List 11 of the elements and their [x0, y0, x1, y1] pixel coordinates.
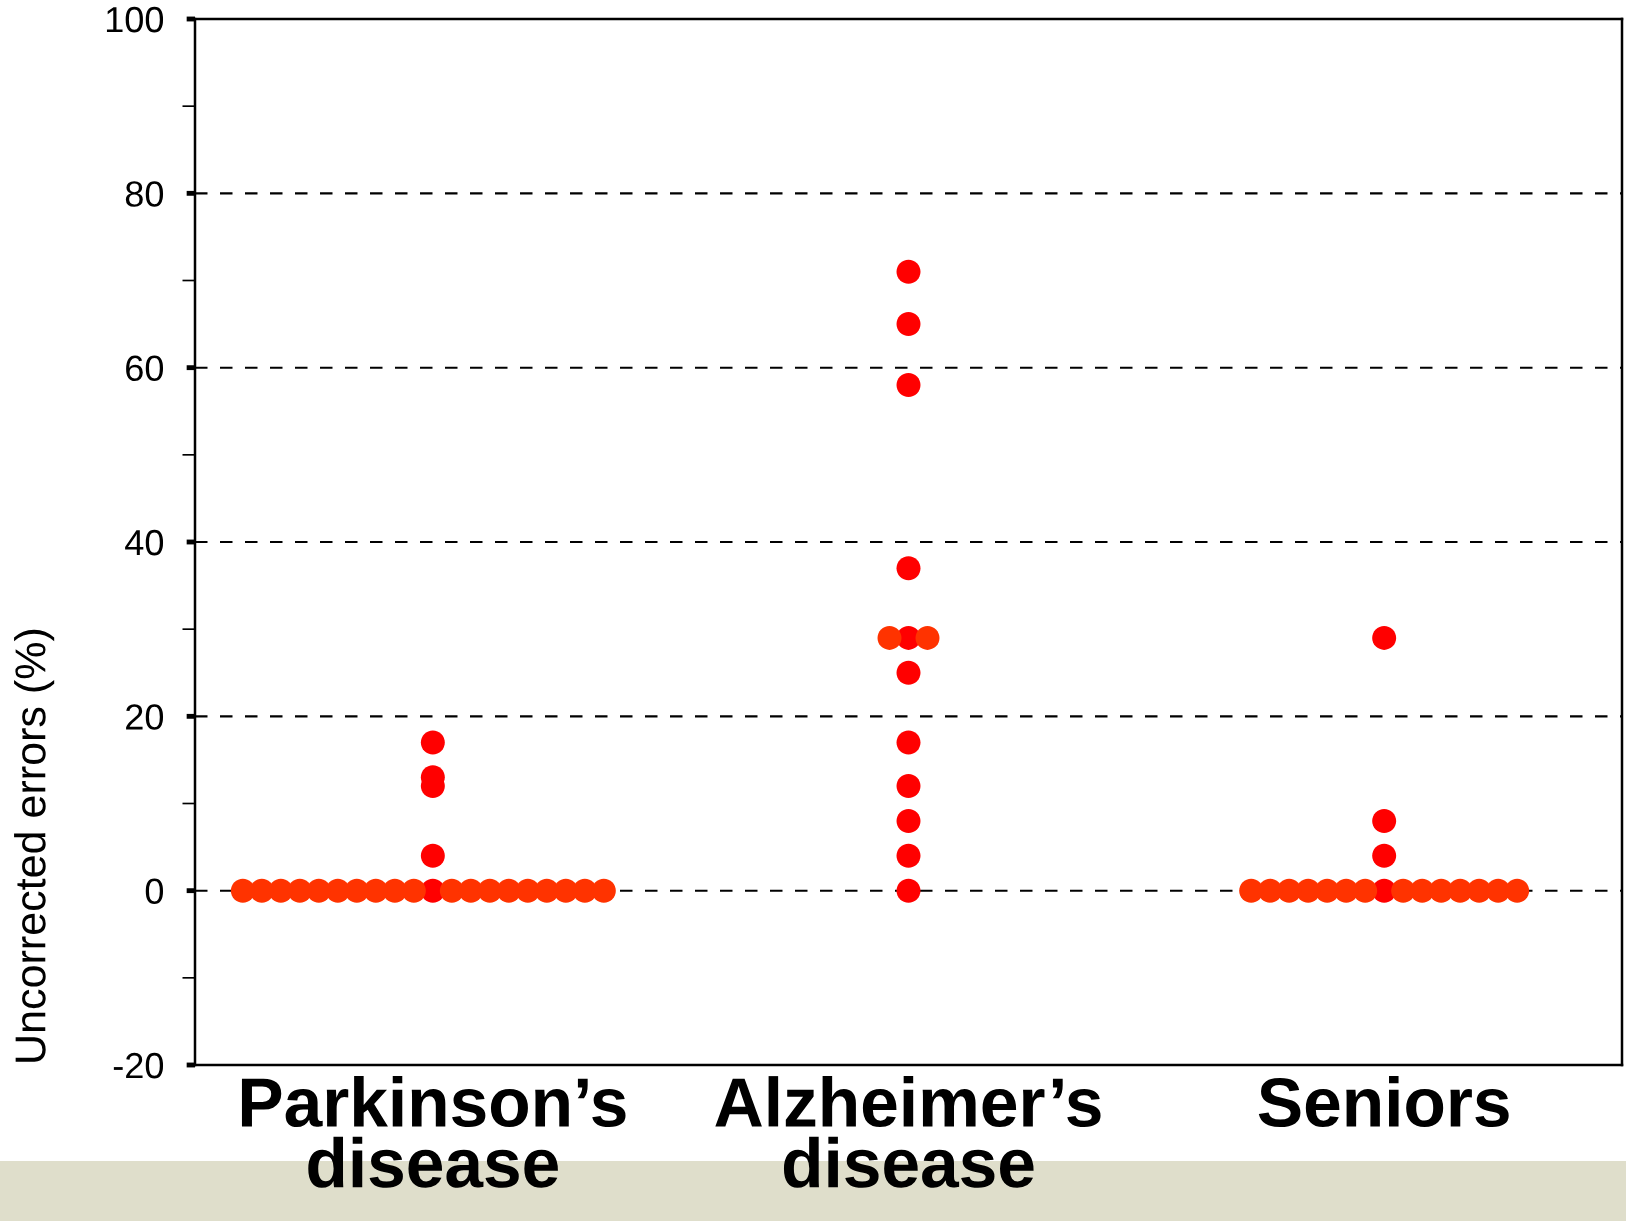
y-tick-label: 20: [126, 704, 164, 730]
y-tick-label: 40: [125, 529, 164, 556]
y-tick-label: 60: [126, 355, 164, 382]
y-tick-label: -20: [113, 1052, 164, 1079]
x-tick-label: Seniors: [1258, 1076, 1509, 1128]
y-tick-label: 0: [145, 878, 164, 905]
x-tick-label: Parkinson’s disease: [241, 1076, 626, 1188]
y-axis-title: Uncorrected errors (%): [14, 629, 55, 1062]
y-tick-label: 100: [106, 6, 164, 33]
y-tick-label: 80: [125, 181, 164, 207]
x-tick-label: Alzheimer’s disease: [715, 1076, 1101, 1188]
